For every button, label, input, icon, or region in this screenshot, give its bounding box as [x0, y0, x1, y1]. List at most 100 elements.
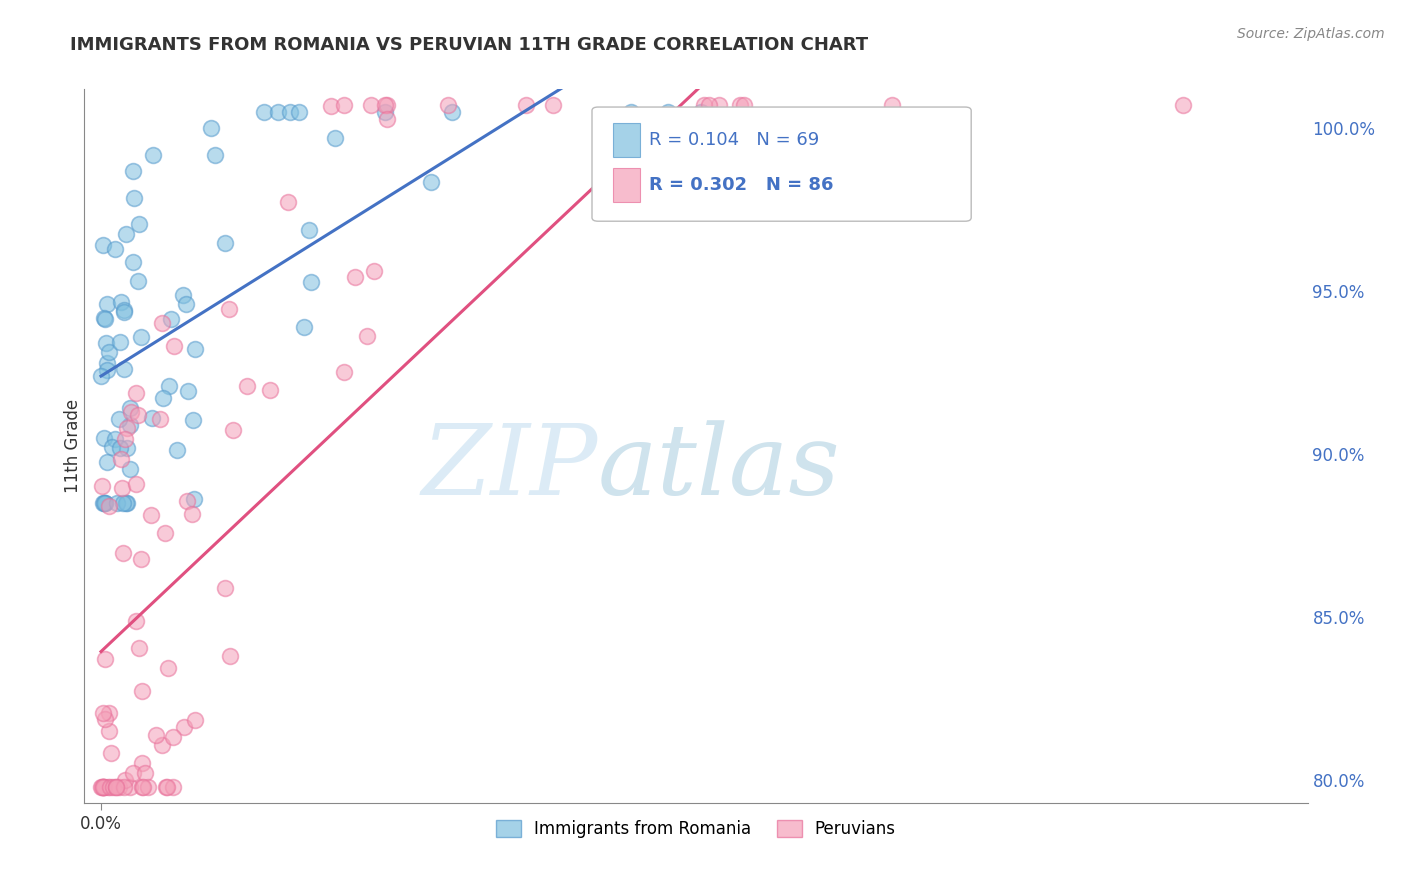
Point: [104, 780, 127, 794]
Text: R = 0.104   N = 69: R = 0.104 N = 69: [650, 131, 820, 149]
Point: [112, 302, 135, 317]
FancyBboxPatch shape: [592, 107, 972, 221]
Point: [98, 780, 121, 794]
Point: [697, 98, 720, 112]
Point: [541, 98, 564, 112]
Point: [100, 746, 122, 760]
Point: [200, 121, 222, 136]
Point: [93, 430, 115, 444]
Point: [319, 99, 342, 113]
Point: [363, 263, 385, 277]
Text: Source: ZipAtlas.com: Source: ZipAtlas.com: [1237, 27, 1385, 41]
FancyBboxPatch shape: [613, 123, 640, 157]
Point: [184, 713, 207, 727]
Point: [101, 780, 124, 794]
Point: [131, 551, 153, 566]
Point: [112, 304, 135, 318]
Point: [880, 98, 903, 112]
Point: [173, 720, 195, 734]
Point: [214, 581, 236, 595]
Point: [172, 288, 194, 302]
Point: [141, 508, 163, 523]
Point: [93, 496, 115, 510]
Point: [1171, 98, 1194, 112]
Point: [104, 432, 127, 446]
Point: [440, 105, 463, 120]
Point: [183, 342, 205, 356]
Point: [374, 98, 396, 112]
Point: [120, 780, 142, 794]
Point: [333, 365, 356, 379]
Point: [97, 780, 120, 794]
Point: [111, 481, 134, 495]
Point: [156, 780, 179, 794]
Point: [177, 384, 200, 399]
Point: [90, 780, 112, 794]
Point: [132, 780, 155, 794]
Point: [129, 330, 152, 344]
Point: [104, 243, 127, 257]
Text: ZIP: ZIP: [422, 420, 598, 515]
Point: [155, 780, 177, 794]
Point: [218, 301, 240, 316]
Point: [157, 379, 180, 393]
Point: [125, 385, 148, 400]
Point: [733, 98, 755, 112]
Point: [94, 496, 117, 510]
Point: [112, 496, 135, 510]
Point: [127, 274, 149, 288]
Point: [166, 442, 188, 457]
Point: [94, 336, 117, 351]
Point: [156, 661, 179, 675]
Point: [108, 442, 131, 456]
Point: [259, 383, 281, 397]
Point: [91, 706, 114, 721]
Point: [219, 649, 242, 664]
Point: [162, 780, 184, 794]
Point: [115, 441, 138, 455]
Point: [298, 223, 321, 237]
Point: [110, 295, 132, 310]
Point: [162, 730, 184, 744]
Point: [142, 147, 165, 161]
Point: [114, 772, 136, 787]
Point: [91, 780, 114, 794]
Point: [96, 455, 118, 469]
Point: [515, 98, 537, 112]
Point: [288, 105, 311, 120]
Point: [420, 175, 443, 189]
Point: [136, 780, 159, 794]
Point: [111, 546, 134, 560]
Point: [97, 724, 120, 739]
Point: [377, 98, 399, 112]
Point: [131, 756, 153, 770]
Point: [108, 334, 131, 349]
Point: [174, 297, 197, 311]
Point: [707, 98, 730, 112]
Point: [96, 356, 118, 370]
Point: [141, 410, 163, 425]
Point: [94, 712, 117, 726]
Point: [323, 130, 346, 145]
Point: [131, 684, 153, 698]
Point: [112, 362, 135, 376]
Point: [150, 738, 173, 752]
Point: [90, 368, 112, 383]
Point: [125, 614, 148, 628]
Point: [93, 496, 115, 510]
Point: [96, 362, 118, 376]
Point: [91, 780, 114, 794]
Point: [149, 411, 172, 425]
Point: [377, 112, 399, 126]
Point: [693, 98, 716, 112]
Point: [183, 491, 205, 506]
Point: [93, 496, 115, 510]
Point: [214, 235, 236, 250]
Point: [278, 105, 301, 120]
Point: [125, 477, 148, 491]
Point: [93, 311, 115, 326]
Point: [91, 780, 114, 794]
Point: [181, 507, 204, 521]
Point: [96, 297, 118, 311]
Point: [176, 494, 198, 508]
